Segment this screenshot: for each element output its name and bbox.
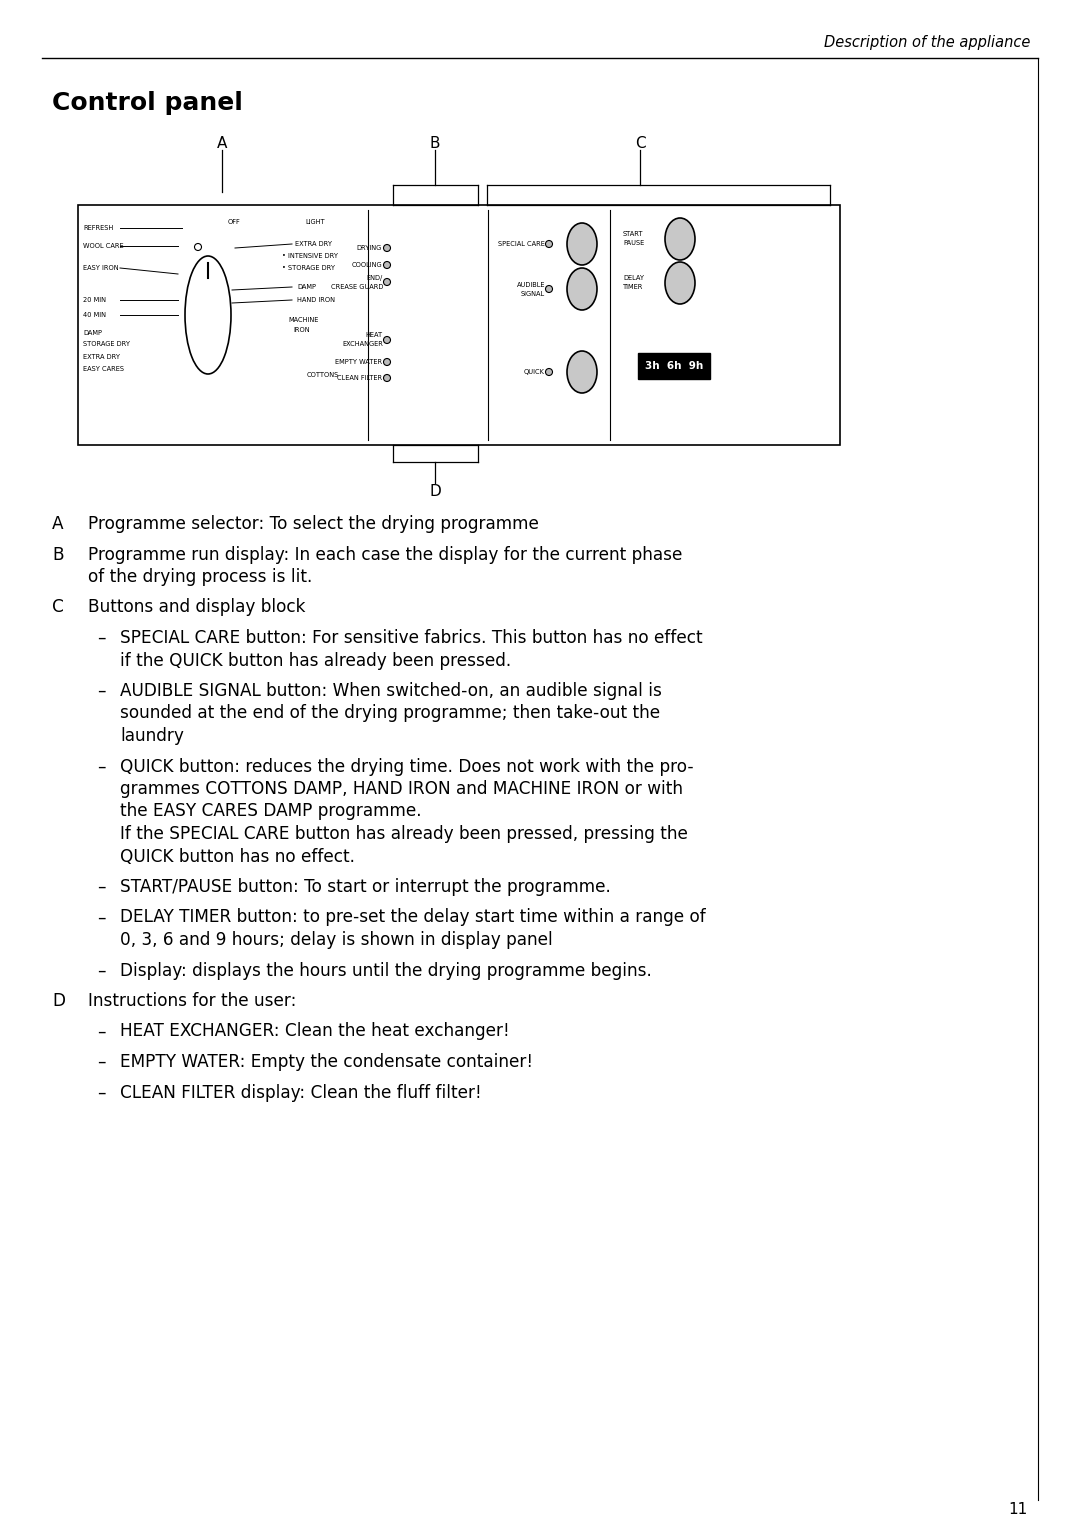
Circle shape [545, 240, 553, 248]
Text: DELAY: DELAY [623, 275, 644, 281]
Text: REFRESH: REFRESH [83, 225, 113, 231]
Text: A: A [217, 136, 227, 150]
Text: sounded at the end of the drying programme; then take-out the: sounded at the end of the drying program… [120, 705, 660, 723]
Text: If the SPECIAL CARE button has already been pressed, pressing the: If the SPECIAL CARE button has already b… [120, 826, 688, 842]
Text: laundry: laundry [120, 726, 184, 745]
Text: 0, 3, 6 and 9 hours; delay is shown in display panel: 0, 3, 6 and 9 hours; delay is shown in d… [120, 931, 553, 950]
Circle shape [383, 358, 391, 365]
Text: IRON: IRON [293, 327, 310, 333]
Text: TIMER: TIMER [623, 284, 644, 291]
Text: DAMP: DAMP [297, 284, 316, 291]
Text: –: – [97, 628, 106, 647]
Text: HEAT: HEAT [366, 332, 383, 338]
Text: B: B [430, 136, 441, 150]
Text: QUICK: QUICK [524, 368, 545, 375]
Text: CLEAN FILTER: CLEAN FILTER [337, 375, 382, 381]
Text: D: D [52, 992, 65, 1011]
Circle shape [383, 375, 391, 382]
Text: START: START [623, 231, 644, 237]
Bar [638, 353, 710, 379]
Text: QUICK button: reduces the drying time. Does not work with the pro-: QUICK button: reduces the drying time. D… [120, 757, 693, 775]
Text: END/: END/ [367, 275, 383, 281]
Text: DELAY TIMER button: to pre-set the delay start time within a range of: DELAY TIMER button: to pre-set the delay… [120, 908, 705, 927]
Text: Buttons and display block: Buttons and display block [87, 598, 306, 616]
Text: LIGHT: LIGHT [305, 219, 325, 225]
Text: EXTRA DRY: EXTRA DRY [83, 355, 120, 359]
Text: –: – [97, 682, 106, 700]
Text: CREASE GUARD: CREASE GUARD [330, 284, 383, 291]
Text: SPECIAL CARE button: For sensitive fabrics. This button has no effect: SPECIAL CARE button: For sensitive fabri… [120, 628, 703, 647]
Text: WOOL CARE: WOOL CARE [83, 243, 123, 249]
Text: –: – [97, 878, 106, 896]
Text: DRYING: DRYING [356, 245, 382, 251]
Text: Programme selector: To select the drying programme: Programme selector: To select the drying… [87, 515, 539, 534]
Text: Programme run display: In each case the display for the current phase: Programme run display: In each case the … [87, 546, 683, 564]
Text: • STORAGE DRY: • STORAGE DRY [282, 265, 335, 271]
Circle shape [383, 261, 391, 269]
Ellipse shape [567, 268, 597, 310]
Text: 20 MIN: 20 MIN [83, 297, 106, 303]
Text: 11: 11 [1009, 1503, 1028, 1517]
Ellipse shape [185, 255, 231, 375]
Text: COTTONS: COTTONS [307, 372, 339, 378]
Text: OFF: OFF [228, 219, 241, 225]
Bar [78, 205, 840, 445]
Text: EMPTY WATER: EMPTY WATER [335, 359, 382, 365]
Text: COOLING: COOLING [351, 261, 382, 268]
Text: AUDIBLE SIGNAL button: When switched-on, an audible signal is: AUDIBLE SIGNAL button: When switched-on,… [120, 682, 662, 700]
Text: EASY CARES: EASY CARES [83, 365, 124, 372]
Text: –: – [97, 1023, 106, 1041]
Text: • INTENSIVE DRY: • INTENSIVE DRY [282, 252, 338, 258]
Circle shape [383, 245, 391, 251]
Text: B: B [52, 546, 64, 564]
Text: –: – [97, 1053, 106, 1070]
Text: A: A [52, 515, 64, 534]
Text: QUICK button has no effect.: QUICK button has no effect. [120, 847, 355, 865]
Text: EXTRA DRY: EXTRA DRY [295, 242, 332, 248]
Text: Display: displays the hours until the drying programme begins.: Display: displays the hours until the dr… [120, 962, 652, 980]
Text: Control panel: Control panel [52, 92, 243, 115]
Text: START/PAUSE button: To start or interrupt the programme.: START/PAUSE button: To start or interrup… [120, 878, 611, 896]
Text: –: – [97, 908, 106, 927]
Text: the EASY CARES DAMP programme.: the EASY CARES DAMP programme. [120, 803, 421, 821]
Ellipse shape [567, 352, 597, 393]
Text: D: D [429, 483, 441, 498]
Circle shape [194, 243, 202, 251]
Text: Instructions for the user:: Instructions for the user: [87, 992, 296, 1011]
Text: DAMP: DAMP [83, 330, 102, 336]
Ellipse shape [665, 261, 696, 304]
Text: if the QUICK button has already been pressed.: if the QUICK button has already been pre… [120, 651, 511, 670]
Text: STORAGE DRY: STORAGE DRY [83, 341, 130, 347]
Text: PAUSE: PAUSE [623, 240, 645, 246]
Circle shape [383, 336, 391, 344]
Circle shape [545, 368, 553, 376]
Text: EASY IRON: EASY IRON [83, 265, 119, 271]
Circle shape [545, 286, 553, 292]
Text: C: C [635, 136, 646, 150]
Text: C: C [52, 598, 64, 616]
Text: EXCHANGER: EXCHANGER [342, 341, 383, 347]
Text: HEAT EXCHANGER: Clean the heat exchanger!: HEAT EXCHANGER: Clean the heat exchanger… [120, 1023, 510, 1041]
Text: 40 MIN: 40 MIN [83, 312, 106, 318]
Ellipse shape [567, 223, 597, 265]
Ellipse shape [665, 219, 696, 260]
Text: CLEAN FILTER display: Clean the fluff filter!: CLEAN FILTER display: Clean the fluff fi… [120, 1084, 482, 1101]
Text: of the drying process is lit.: of the drying process is lit. [87, 567, 312, 586]
Text: –: – [97, 757, 106, 775]
Text: SPECIAL CARE: SPECIAL CARE [498, 242, 545, 248]
Text: –: – [97, 1084, 106, 1101]
Text: HAND IRON: HAND IRON [297, 297, 335, 303]
Text: grammes COTTONS DAMP, HAND IRON and MACHINE IRON or with: grammes COTTONS DAMP, HAND IRON and MACH… [120, 780, 683, 798]
Text: MACHINE: MACHINE [288, 317, 319, 323]
Circle shape [383, 278, 391, 286]
Text: SIGNAL: SIGNAL [521, 291, 545, 297]
Text: AUDIBLE: AUDIBLE [516, 281, 545, 287]
Text: 3h  6h  9h: 3h 6h 9h [645, 361, 703, 372]
Text: –: – [97, 962, 106, 980]
Text: EMPTY WATER: Empty the condensate container!: EMPTY WATER: Empty the condensate contai… [120, 1053, 534, 1070]
Text: Description of the appliance: Description of the appliance [824, 35, 1030, 49]
